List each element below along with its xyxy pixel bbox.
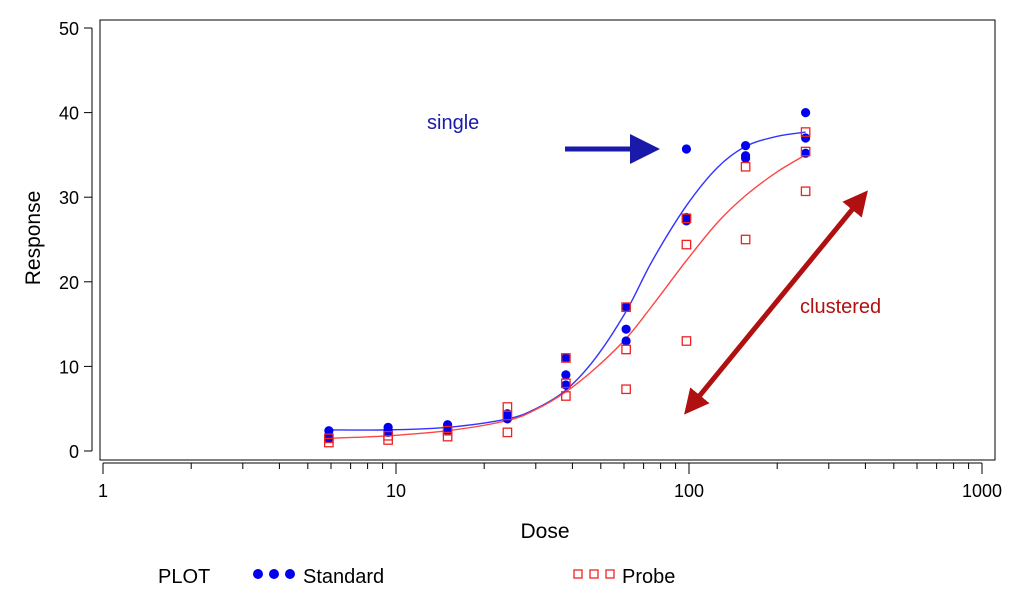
data-point-standard: [383, 427, 393, 437]
data-point-standard: [681, 216, 692, 226]
data-point-standard: [561, 353, 571, 363]
legend-marker-probe: [573, 569, 615, 579]
data-point-standard: [740, 140, 751, 151]
plot-frame: [99, 19, 996, 461]
x-axis-label: Dose: [520, 520, 569, 543]
data-point-standard: [442, 426, 453, 436]
data-point-probe: [502, 410, 513, 421]
data-point-probe: [324, 437, 334, 448]
x-tick-label: 10: [386, 481, 406, 501]
legend-marker-standard: [253, 569, 295, 579]
x-tick-label: 1000: [962, 481, 1002, 501]
y-tick-label: 30: [59, 188, 79, 208]
data-point-standard: [561, 370, 571, 380]
data-point-probe: [800, 186, 811, 197]
x-tick-label: 100: [674, 481, 704, 501]
data-point-standard: [502, 414, 513, 424]
data-point-standard: [800, 108, 811, 118]
data-point-probe: [740, 161, 751, 172]
y-tick-label: 0: [69, 442, 79, 462]
data-point-probe: [740, 234, 751, 245]
data-point-probe: [442, 425, 453, 436]
data-point-probe: [502, 427, 513, 438]
data-point-standard: [561, 380, 571, 390]
fit-curve-probe: [328, 154, 806, 439]
data-point-standard: [621, 336, 631, 346]
y-tick-label: 20: [59, 273, 79, 293]
data-point-probe: [561, 391, 571, 401]
y-tick-label: 10: [59, 357, 79, 377]
data-point-standard: [800, 133, 811, 143]
y-tick-label: 40: [59, 104, 79, 124]
data-point-probe: [800, 146, 811, 157]
annotation-single: single: [427, 112, 479, 134]
legend-label-probe: Probe: [622, 566, 675, 588]
axes-layer: 1 10 100 1000 0 10 20 30 40 50: [59, 19, 1002, 501]
y-axis-label: Response: [22, 191, 45, 286]
data-point-probe: [621, 384, 631, 395]
data-point-probe: [681, 336, 692, 346]
legend-label-standard: Standard: [303, 566, 384, 588]
y-tick-label: 50: [59, 19, 79, 39]
data-point-standard: [621, 324, 631, 334]
data-point-probe: [442, 431, 453, 442]
legend-title: PLOT: [158, 566, 210, 588]
annotation-clustered: clustered: [800, 296, 881, 318]
data-point-standard: [800, 148, 811, 158]
clustered-arrow: [684, 190, 868, 415]
data-point-probe: [681, 239, 692, 250]
data-points-layer: [324, 108, 811, 448]
data-point-probe: [561, 378, 571, 389]
data-point-probe: [621, 344, 631, 355]
data-point-probe: [561, 353, 571, 363]
data-point-probe: [800, 127, 811, 137]
data-point-standard: [740, 153, 751, 163]
data-point-standard: [621, 302, 631, 312]
legend: PLOT Standard Probe: [158, 566, 675, 588]
data-point-probe: [383, 435, 393, 445]
x-tick-label: 1: [98, 481, 108, 501]
data-point-standard: [681, 144, 692, 154]
data-point-probe: [621, 302, 631, 313]
